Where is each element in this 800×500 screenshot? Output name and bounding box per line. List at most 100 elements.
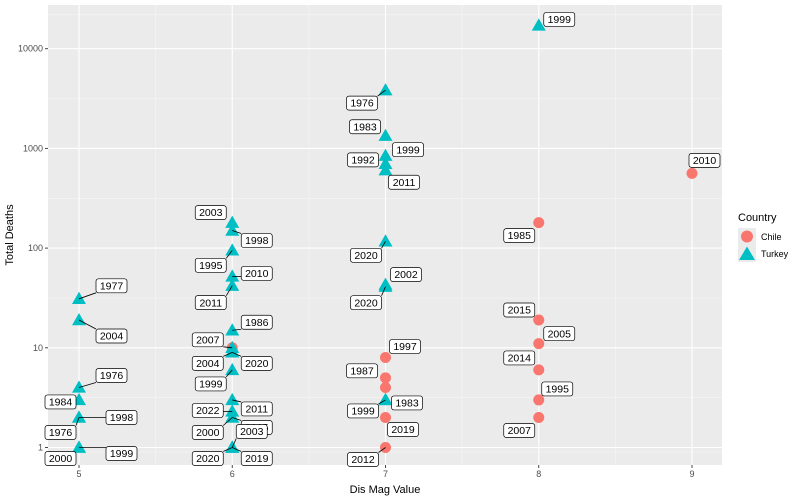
point-label-box [541, 381, 574, 397]
point-label: 2022 [196, 405, 220, 417]
label-leader [378, 399, 386, 405]
turkey-point [225, 323, 240, 336]
point-label: 1977 [100, 280, 124, 292]
turkey-point [378, 148, 393, 161]
turkey-point [72, 440, 86, 453]
label-leader [223, 447, 233, 452]
point-label: 2020 [245, 358, 269, 370]
point-label-box [346, 95, 378, 111]
point-label: 2011 [199, 297, 222, 309]
y-tick-label: 1000 [23, 143, 43, 153]
point-label-box [350, 295, 382, 311]
point-label-box [191, 356, 224, 371]
label-leader [232, 351, 242, 357]
y-tick-label: 10000 [18, 44, 43, 54]
point-label-box [95, 328, 128, 344]
chile-point [380, 411, 391, 423]
point-label: 1985 [508, 230, 532, 242]
chile-point [380, 351, 391, 363]
turkey-point [378, 156, 393, 170]
y-tick-label: 100 [28, 243, 43, 253]
point-label: 1992 [351, 154, 375, 166]
point-label-box [191, 403, 224, 418]
turkey-point [225, 243, 240, 256]
point-label: 2015 [508, 305, 532, 317]
turkey-point [225, 269, 240, 282]
point-label: 2010 [693, 155, 717, 167]
label-leader [223, 346, 233, 349]
point-label-box [347, 152, 379, 168]
point-label-box [194, 295, 227, 311]
point-label-box [503, 228, 536, 243]
point-label: 2019 [391, 424, 415, 436]
point-label-box [44, 425, 77, 440]
point-label: 2000 [49, 453, 73, 465]
legend-title: Country [738, 212, 777, 224]
label-leader [232, 447, 242, 452]
y-tick-label: 1 [38, 443, 43, 453]
label-leader [225, 369, 233, 378]
legend-label-turkey: Turkey [761, 249, 789, 259]
point-label: 1999 [110, 448, 134, 460]
chile-point [380, 372, 391, 384]
point-label: 2014 [508, 353, 532, 365]
point-label-box [391, 395, 423, 411]
point-label-box [390, 267, 422, 282]
turkey-point [225, 278, 240, 291]
point-label-box [194, 257, 227, 273]
point-label-box [95, 278, 128, 294]
point-label: 1983 [353, 121, 377, 133]
point-label-box [105, 410, 138, 425]
point-label-box [387, 422, 419, 437]
point-label-box [503, 423, 536, 438]
point-label: 1976 [100, 370, 124, 382]
point-label: 1986 [245, 317, 269, 329]
chile-point [533, 364, 545, 376]
x-tick-label: 5 [76, 469, 81, 479]
point-label: 2004 [100, 331, 124, 343]
label-leader [225, 285, 233, 296]
legend-turkey-triangle-icon [739, 246, 755, 260]
point-label-box [105, 446, 138, 461]
point-label-box [194, 205, 227, 220]
turkey-point [225, 345, 240, 358]
point-label-box [349, 119, 381, 135]
point-label-box [392, 142, 424, 158]
legend-label-chile: Chile [761, 232, 782, 242]
point-label: 1995 [546, 384, 570, 396]
y-axis-title: Total Deaths [4, 204, 16, 266]
point-label-box [191, 332, 224, 348]
point-label: 1999 [396, 144, 420, 156]
label-leader [232, 328, 242, 331]
label-leader [232, 230, 242, 234]
point-label-box [240, 314, 273, 330]
x-axis: 5 6 7 8 9 [76, 465, 695, 479]
turkey-point [378, 163, 393, 176]
point-label: 2005 [548, 328, 572, 340]
point-label: 2003 [240, 426, 264, 438]
point-label-box [543, 326, 576, 342]
label-leader [377, 89, 386, 97]
point-label-box [503, 350, 536, 366]
label-leader [232, 417, 242, 421]
label-leader [78, 382, 97, 388]
label-leader [223, 351, 233, 357]
label-leader [78, 292, 97, 300]
turkey-point [531, 18, 546, 31]
point-label: 2007 [196, 334, 220, 346]
point-label-box [95, 368, 128, 383]
data-points [72, 18, 698, 453]
legend-chile-circle-icon [741, 230, 753, 243]
point-label-box [240, 233, 273, 248]
point-label: 1999 [199, 379, 223, 391]
point-label: 1976 [350, 98, 374, 110]
chile-point [686, 167, 698, 179]
label-leader [381, 241, 386, 249]
chile-point [533, 217, 545, 229]
turkey-point [225, 223, 240, 236]
point-label: 2019 [245, 453, 269, 465]
x-axis-title: Dis Mag Value [350, 484, 421, 496]
point-label-box [543, 12, 576, 27]
turkey-point [72, 380, 86, 393]
